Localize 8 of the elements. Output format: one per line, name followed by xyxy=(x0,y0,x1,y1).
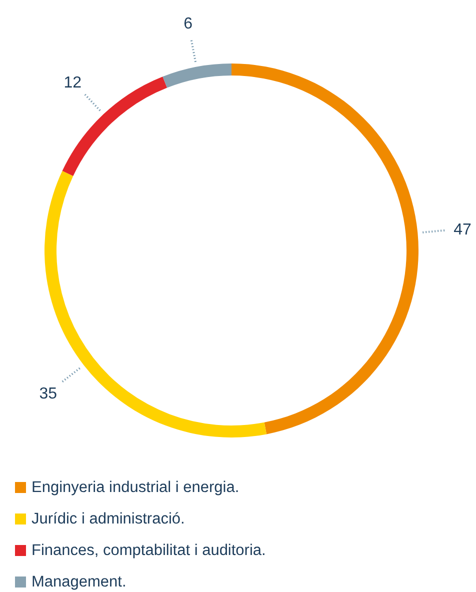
legend-label: Management. xyxy=(32,574,126,590)
data-label: 12 xyxy=(64,74,82,92)
legend-label: Jurídic i administració. xyxy=(32,510,185,528)
data-label: 47 xyxy=(454,222,472,239)
data-label: 35 xyxy=(39,386,58,403)
legend-label: Finances, comptabilitat i auditoria. xyxy=(32,542,266,559)
data-label: 6 xyxy=(184,16,193,33)
legend-label: Enginyeria industrial i energia. xyxy=(32,479,240,496)
